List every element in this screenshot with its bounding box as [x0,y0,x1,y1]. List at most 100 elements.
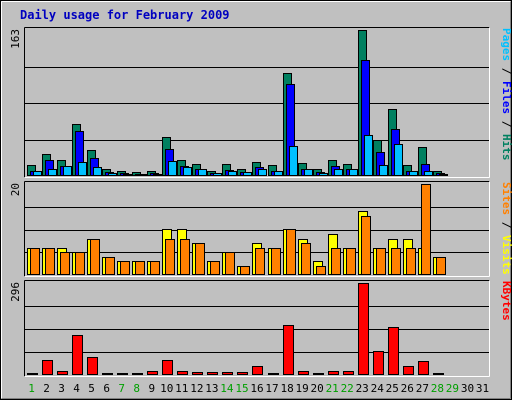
bar-sites [135,261,145,275]
axis-label-part: Hits [500,134,512,161]
axis-label-part: KBytes [500,281,512,321]
bar-pages [138,174,147,176]
series-sites [30,184,446,275]
bar-pages [33,171,42,176]
bar-sites [75,252,85,275]
x-tick-label: 11 [175,382,188,395]
bar-kbytes [117,373,128,375]
bar-kbytes [222,372,233,375]
series-axis-label: Sites / Visits [500,182,512,275]
x-tick-label: 13 [205,382,218,395]
x-tick-label: 12 [190,382,203,395]
bar-sites [286,229,296,275]
bar-kbytes [283,325,294,375]
series-axis-label: KBytes [500,281,512,321]
bar-sites [255,248,265,275]
bar-sites [180,239,190,275]
x-tick-label: 19 [295,382,308,395]
x-tick-label: 3 [58,382,65,395]
y-max-label: 296 [9,282,22,302]
bar-sites [210,261,220,275]
bar-kbytes [237,372,248,375]
bar-kbytes [388,327,399,375]
plot-area [24,27,490,178]
bar-kbytes [57,371,68,375]
bar-pages [424,171,433,176]
bar-pages [243,172,252,176]
bar-sites [195,243,205,275]
bar-kbytes [403,366,414,375]
x-tick-label: 28 [431,382,444,395]
bar-sites [150,261,160,275]
bar-pages [379,165,388,176]
bar-pages [258,169,267,176]
panel-hits-files-pages: 163 Pages / Files / Hits [9,27,512,178]
bar-pages [198,169,207,176]
x-tick-label: 29 [446,382,459,395]
series-pages [33,135,448,176]
bar-pages [364,135,373,176]
x-tick-label: 16 [250,382,263,395]
bar-kbytes [358,283,369,375]
bar-pages [78,162,87,176]
bar-kbytes [373,351,384,375]
bar-sites [391,248,401,275]
x-tick-label: 18 [280,382,293,395]
bar-sites [240,266,250,275]
bar-pages [274,171,283,176]
x-tick-label: 14 [220,382,234,395]
bar-kbytes [147,371,158,375]
bar-pages [48,169,57,176]
bar-sites [376,248,386,275]
bar-kbytes [27,373,38,375]
bar-sites [361,216,371,275]
axis-label-part: Visits [500,235,512,275]
bar-kbytes [328,371,339,375]
bar-sites [90,239,100,275]
bar-kbytes [192,372,203,375]
x-tick-label: 17 [265,382,278,395]
axis-label-part: Sites [500,182,512,215]
x-tick-label: 9 [148,382,155,395]
bar-pages [153,174,162,176]
bar-kbytes [42,360,53,375]
bar-sites [406,248,416,275]
bar-pages [228,171,237,176]
plot-area [24,280,490,377]
series-axis-label: Pages / Files / Hits [500,28,512,161]
bar-sites [105,257,115,275]
x-tick-label: 15 [235,382,248,395]
bar-kbytes [433,373,444,375]
panel-visits-sites: 20 Sites / Visits [9,181,512,277]
y-max-label: 20 [9,183,22,196]
bar-kbytes [313,373,324,375]
bar-sites [301,243,311,275]
x-tick-label: 20 [310,382,323,395]
bar-kbytes [72,335,83,375]
bar-sites [225,252,235,275]
bar-pages [304,169,313,176]
bar-pages [123,174,132,176]
x-tick-label: 6 [103,382,110,395]
bar-pages [213,173,222,176]
x-tick-label: 5 [88,382,95,395]
x-tick-label: 27 [416,382,429,395]
bar-pages [394,144,403,176]
bar-pages [63,166,72,176]
bar-kbytes [177,371,188,375]
x-tick-label: 26 [401,382,414,395]
bar-sites [346,248,356,275]
bar-pages [439,174,448,176]
bar-sites [421,184,431,275]
bar-sites [120,261,130,275]
y-max-label: 163 [9,29,22,49]
bar-kbytes [298,371,309,375]
bar-pages [108,173,117,176]
axis-label-part: Pages [500,28,512,61]
bar-sites [316,266,326,275]
x-tick-label: 4 [73,382,80,395]
bar-pages [409,171,418,176]
x-tick-label: 8 [133,382,140,395]
x-tick-label: 23 [356,382,369,395]
